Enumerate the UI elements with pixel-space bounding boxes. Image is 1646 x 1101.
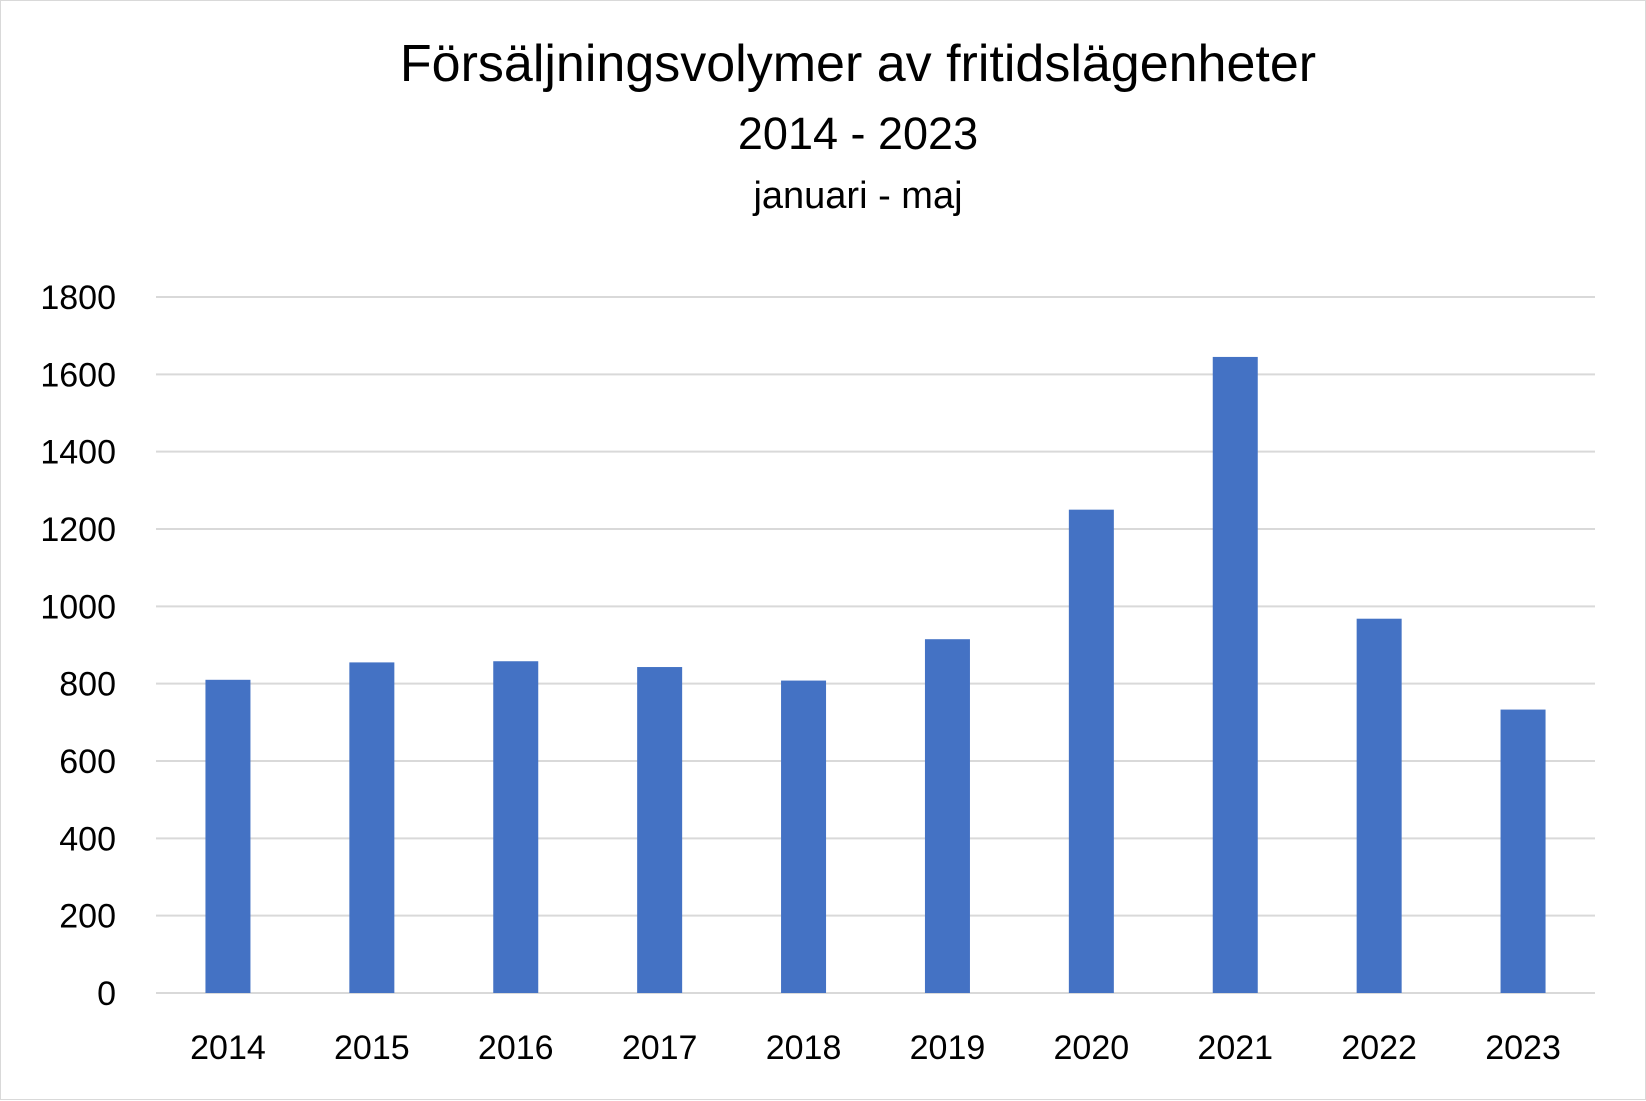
y-tick-label: 1000 [40, 588, 116, 626]
bars [205, 356, 1546, 993]
x-tick-label: 2022 [1341, 1029, 1417, 1067]
chart-subtitle: 2014 - 2023 [738, 108, 978, 159]
bar-2015 [349, 662, 395, 993]
x-tick-label: 2020 [1054, 1029, 1130, 1067]
x-tick-label: 2015 [334, 1029, 410, 1067]
bar-2022 [1356, 618, 1402, 993]
x-tick-label: 2017 [622, 1029, 698, 1067]
x-tick-label: 2016 [478, 1029, 554, 1067]
y-tick-label: 1200 [40, 511, 116, 549]
chart-subtitle-period: januari - maj [752, 175, 962, 217]
bar-2020 [1068, 509, 1114, 993]
chart-title: Försäljningsvolymer av fritidslägenheter [400, 35, 1316, 93]
y-tick-label: 800 [59, 666, 116, 704]
y-tick-label: 200 [59, 898, 116, 936]
bar-2017 [637, 667, 683, 993]
gridlines [156, 296, 1595, 994]
bar-2019 [924, 639, 970, 993]
bar-2014 [205, 679, 251, 993]
x-tick-label: 2019 [910, 1029, 986, 1067]
y-axis-ticks: 0 200 400 600 800 1000 1200 1400 1600 1800 [40, 279, 116, 1013]
y-tick-label: 0 [97, 975, 116, 1013]
bar-2023 [1500, 709, 1546, 993]
x-tick-label: 2021 [1197, 1029, 1273, 1067]
y-tick-label: 1600 [40, 356, 116, 394]
y-tick-label: 600 [59, 743, 116, 781]
x-tick-label: 2023 [1485, 1029, 1561, 1067]
x-tick-label: 2018 [766, 1029, 842, 1067]
x-axis-ticks: 2014 2015 2016 2017 2018 2019 2020 2021 2022 2023 [190, 1029, 1561, 1067]
y-tick-label: 400 [59, 820, 116, 858]
bar-2021 [1212, 356, 1258, 993]
y-tick-label: 1800 [40, 279, 116, 317]
bar-2016 [493, 661, 539, 993]
y-tick-label: 1400 [40, 434, 116, 472]
x-tick-label: 2014 [190, 1029, 266, 1067]
bar-2018 [781, 680, 827, 993]
